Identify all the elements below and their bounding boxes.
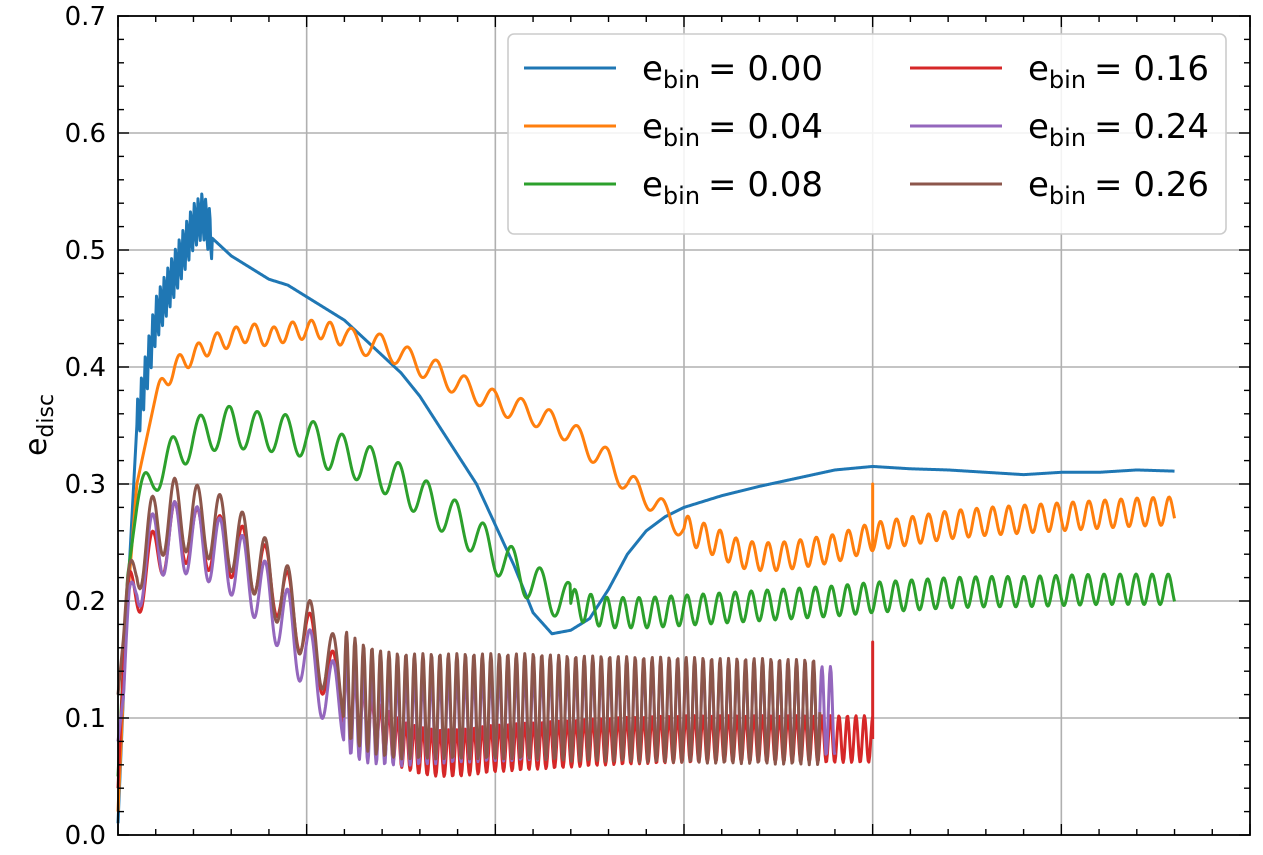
tick-layer: 0.0 0.1 0.2 0.3 0.4 0.5 0.6 0.7 [65,2,1251,851]
y-tick-label: 0.7 [65,2,106,32]
y-tick-label: 0.3 [65,470,106,500]
y-axis-label-main: e [19,438,54,456]
series-line-0 [116,192,1176,824]
series-line-2 [116,404,1176,777]
y-tick-label: 0.2 [65,587,106,617]
y-tick-label: 0.0 [65,821,106,850]
series-line-1 [116,318,1177,812]
legend-label-5: ebin = 0.26 [1028,165,1209,210]
series-layer [116,192,1177,824]
legend-label-3: ebin = 0.16 [1028,49,1209,94]
legend-label-4: ebin = 0.24 [1028,107,1209,152]
y-tick-label: 0.5 [65,236,106,266]
y-tick-label: 0.1 [65,704,106,734]
legend-box [507,33,1227,235]
y-axis-label: edisc [19,394,59,456]
legend-label-1: ebin = 0.04 [642,107,823,152]
legend-label-0: ebin = 0.00 [642,49,823,94]
legend: ebin = 0.00 ebin = 0.04 ebin = 0.08 ebin = 0.16… [507,33,1227,235]
y-tick-label: 0.6 [65,119,106,149]
legend-label-2: ebin = 0.08 [642,165,823,210]
series-line-5 [116,476,822,767]
y-axis-label-sub: disc [34,394,59,438]
y-tick-label: 0.4 [65,353,106,383]
